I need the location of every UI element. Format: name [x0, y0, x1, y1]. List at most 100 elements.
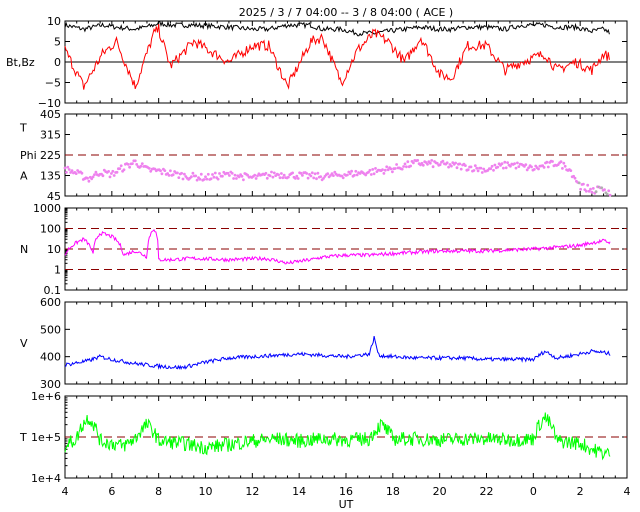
density-line	[64, 229, 611, 265]
phi-point	[416, 159, 420, 162]
x-axis-label: UT	[339, 498, 354, 511]
temperature-panel-ytick-label: 1e+6	[31, 390, 61, 403]
phi-point	[169, 169, 172, 173]
phi-point	[480, 171, 484, 174]
phi-point	[204, 175, 207, 179]
phi-point	[454, 161, 457, 165]
phi-point	[509, 164, 512, 168]
density-axis-label: N	[20, 243, 28, 256]
phi-point	[271, 175, 275, 179]
phi-point	[475, 166, 479, 170]
phi-point	[386, 168, 390, 172]
phi-point	[301, 174, 304, 177]
phi-point	[281, 176, 285, 180]
magnetic-field-panel-ytick-label: 5	[54, 36, 61, 49]
phi-point	[435, 161, 439, 165]
phi-point	[346, 173, 349, 177]
phi-point	[492, 168, 495, 172]
phi-point	[469, 165, 473, 169]
phi-point	[594, 190, 598, 194]
density-panel-ytick-label: 100	[40, 223, 61, 236]
phi-point	[402, 165, 405, 168]
phi-point	[496, 165, 500, 169]
phi-point	[235, 177, 238, 180]
phi-point	[355, 173, 359, 177]
phi-point	[400, 167, 404, 171]
phi-point	[527, 166, 530, 170]
phi-point	[503, 160, 507, 164]
phi-point	[265, 176, 269, 180]
phi-point	[93, 173, 96, 177]
x-tick-label: 16	[339, 485, 353, 498]
x-tick-label: 4	[62, 485, 69, 498]
phi-point	[246, 173, 250, 177]
phi-point	[230, 171, 234, 175]
phi-point	[163, 169, 167, 173]
phi-point	[240, 174, 244, 178]
density-panel-ytick-label: 1000	[33, 202, 61, 215]
phi-point	[569, 169, 573, 173]
speed-panel-ytick-label: 600	[40, 296, 61, 309]
phi-point	[295, 174, 299, 178]
temperature-panel-ytick-label: 1e+5	[31, 431, 61, 444]
phi-point	[256, 174, 259, 178]
phi-panel-ytick-label: 405	[40, 108, 61, 121]
phi-point	[213, 171, 217, 175]
phi-point	[278, 176, 282, 180]
density-panel-ytick-label: 10	[47, 243, 61, 256]
phi-point	[546, 165, 550, 169]
phi-point	[296, 177, 300, 180]
phi-panel-ytick-label: 315	[40, 129, 61, 142]
phi-point	[65, 171, 68, 174]
phi-point	[111, 169, 115, 173]
phi-point	[306, 176, 310, 180]
phi-point	[277, 173, 280, 177]
speed-panel-ytick-label: 500	[40, 323, 61, 336]
speed-line	[64, 335, 611, 370]
phi-point	[133, 159, 137, 163]
phi-point	[525, 168, 529, 172]
phi-point	[381, 168, 384, 172]
phi-point	[313, 172, 317, 176]
phi-point	[177, 176, 181, 180]
density-panel-ytick-label: 1	[54, 264, 61, 277]
phi-axis-label: Phi	[20, 149, 37, 162]
phi-point	[354, 169, 358, 173]
phi-point	[587, 189, 591, 193]
phi-point	[199, 172, 203, 176]
phi-point	[254, 177, 258, 180]
magnetic-field-panel-ytick-label: −5	[45, 77, 61, 90]
phi-axis-label: T	[19, 122, 27, 135]
phi-point	[506, 161, 509, 165]
phi-point	[430, 159, 434, 162]
phi-point	[500, 162, 504, 166]
phi-point	[209, 177, 213, 181]
phi-point	[228, 174, 231, 177]
phi-point	[226, 171, 230, 175]
phi-point	[160, 172, 164, 176]
phi-point	[607, 189, 611, 193]
phi-point	[455, 166, 459, 170]
phi-point	[181, 177, 185, 181]
temperature-line	[64, 412, 611, 461]
phi-point	[393, 167, 397, 170]
phi-point	[412, 161, 415, 165]
phi-point	[91, 175, 95, 179]
x-tick-label: 10	[199, 485, 213, 498]
phi-point	[341, 176, 345, 180]
phi-point	[537, 167, 540, 171]
speed-axis-label: V	[20, 337, 28, 350]
phi-point	[198, 177, 202, 181]
phi-point	[600, 186, 604, 190]
phi-point	[466, 168, 470, 172]
phi-point	[126, 163, 130, 166]
phi-point	[291, 171, 294, 175]
phi-point	[118, 167, 122, 171]
phi-point	[524, 163, 528, 167]
phi-point	[428, 161, 432, 165]
phi-point	[513, 162, 516, 166]
phi-point	[364, 173, 368, 177]
x-tick-label: 0	[530, 485, 537, 498]
phi-point	[431, 165, 435, 169]
phi-point	[115, 170, 119, 174]
